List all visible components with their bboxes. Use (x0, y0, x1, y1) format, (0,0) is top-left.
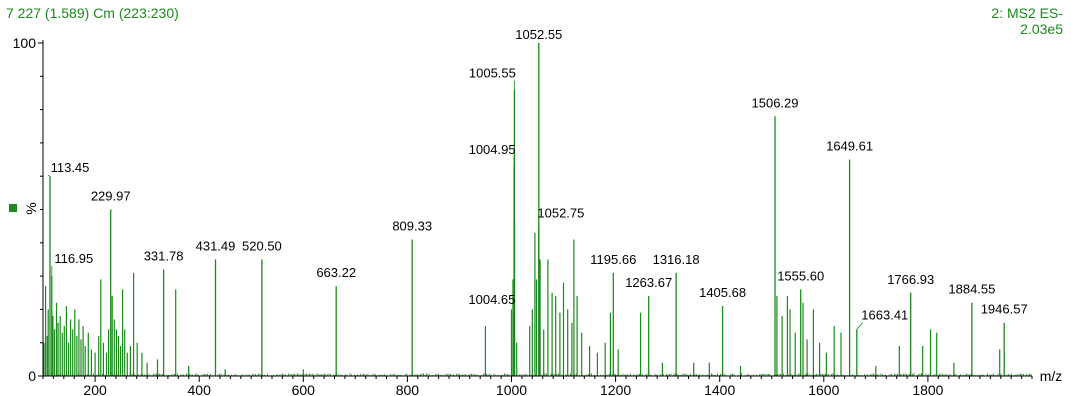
peak-label: 1316.18 (653, 252, 700, 267)
peak-label: 809.33 (392, 219, 432, 234)
y-axis-title: % (23, 202, 39, 214)
peak-label: 663.22 (316, 265, 356, 280)
x-tick-label: 400 (188, 382, 212, 396)
peak-label: 1946.57 (981, 302, 1028, 317)
label-leader (48, 175, 50, 176)
peak-label: 1663.41 (861, 307, 908, 322)
peak-label: 1052.55 (515, 27, 562, 42)
peak-label: 1004.95 (469, 142, 516, 157)
peak-label: 331.78 (144, 248, 184, 263)
x-tick-label: 1000 (496, 382, 527, 396)
peak-label: 1649.61 (826, 139, 873, 154)
peak-label: 1004.65 (468, 292, 515, 307)
peak-label: 1555.60 (777, 268, 824, 283)
x-tick-label: 600 (292, 382, 316, 396)
peak-label: 1263.67 (625, 275, 672, 290)
peak-labels-group: 113.45 116.95 229.97 331.78 431.49 520.50 663.… (48, 27, 1028, 329)
y-tick-label: 100 (13, 35, 37, 51)
x-tick-label: 800 (396, 382, 420, 396)
peak-label: 113.45 (51, 160, 90, 175)
x-axis-title: m/z (1040, 368, 1063, 384)
peak-label: 116.95 (54, 251, 93, 266)
peak-label: 229.97 (91, 189, 131, 204)
x-tick-label: 1200 (600, 382, 631, 396)
peak-label: 520.50 (242, 238, 282, 253)
peak-label: 1506.29 (752, 95, 799, 110)
peak-label: 1884.55 (948, 282, 995, 297)
x-tick-label: 200 (83, 382, 107, 396)
peak-label: 1052.75 (537, 206, 584, 221)
peak-label: 1405.68 (699, 285, 746, 300)
y-tick-label: 0 (28, 368, 36, 384)
x-tick-label: 1800 (912, 382, 943, 396)
peak-label: 431.49 (196, 238, 236, 253)
peak-label: 1195.66 (590, 252, 636, 267)
label-leader (857, 322, 863, 329)
x-tick-label: 1600 (808, 382, 839, 396)
peak-label: 1766.93 (887, 272, 934, 287)
x-tick-label: 1400 (704, 382, 735, 396)
peak-label: 1005.55 (469, 66, 516, 81)
